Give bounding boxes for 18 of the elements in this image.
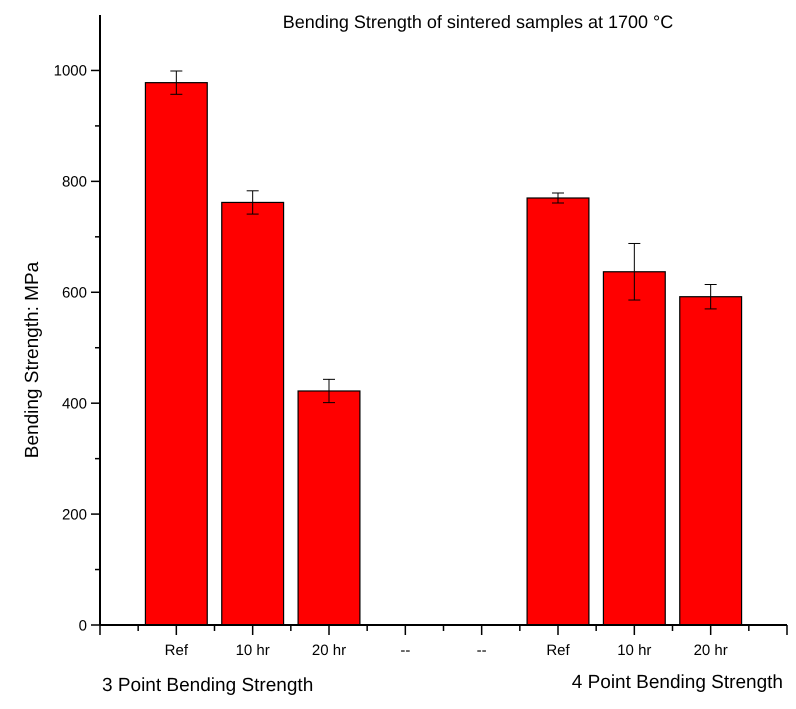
y-tick-label: 400 xyxy=(62,395,87,412)
y-tick-label: 800 xyxy=(62,174,87,191)
y-tick-label: 0 xyxy=(78,617,87,634)
x-tick-label: Ref xyxy=(164,642,189,659)
x-tick-label: 10 hr xyxy=(617,642,652,659)
x-tick-label: -- xyxy=(400,642,410,659)
x-tick-label: 10 hr xyxy=(236,642,270,659)
x-tick-label: 20 hr xyxy=(312,642,346,659)
text: 3 Point Bending Strength xyxy=(102,675,314,696)
x-tick-label: Ref xyxy=(546,642,571,659)
x-tick-label: -- xyxy=(476,642,487,659)
chart-title: Bending Strength of sintered samples at 1700 °C xyxy=(282,12,674,32)
y-axis-title: Bending Strength: MPa xyxy=(22,261,43,458)
text: 4 Point Bending Strength xyxy=(572,672,783,693)
x-tick-label: 20 hr xyxy=(694,642,728,659)
y-tick-label: 200 xyxy=(62,506,87,524)
y-tick-label: 600 xyxy=(62,284,87,302)
y-tick-label: 1000 xyxy=(54,62,87,80)
